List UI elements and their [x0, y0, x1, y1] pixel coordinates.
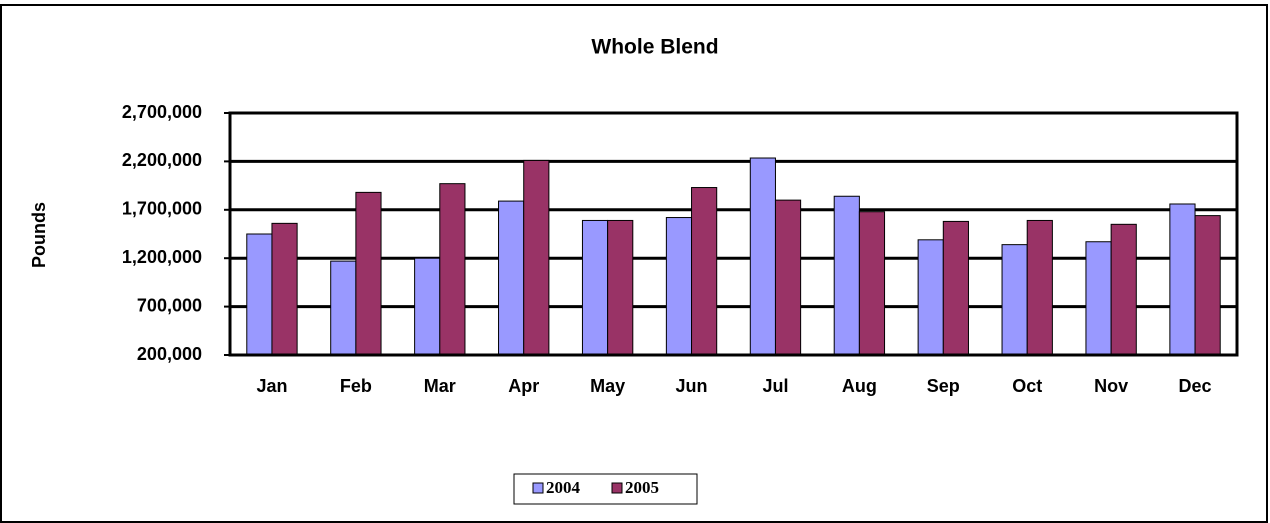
bar: [246, 233, 273, 356]
bar: [1110, 223, 1137, 356]
bar: [665, 217, 693, 356]
y-tick-label: 1,700,000: [122, 199, 202, 219]
bar: [1026, 219, 1053, 356]
legend-swatch: [532, 482, 544, 494]
bar: [749, 157, 776, 356]
bar: [439, 183, 466, 356]
bar: [414, 257, 441, 356]
bar: [774, 199, 802, 356]
bar: [858, 211, 886, 356]
x-tick-label: Mar: [424, 376, 456, 396]
bar: [942, 220, 969, 356]
x-tick-label: Feb: [340, 376, 372, 396]
legend-swatch: [611, 482, 623, 494]
y-tick-label: 700,000: [137, 295, 202, 315]
chart-title: Whole Blend: [591, 36, 718, 59]
y-tick-label: 200,000: [137, 344, 202, 364]
x-tick-label: Jan: [256, 376, 287, 396]
x-tick-label: May: [590, 376, 625, 396]
bar: [917, 239, 944, 356]
bar: [355, 191, 382, 356]
x-tick-label: Aug: [842, 376, 877, 396]
bar: [498, 200, 525, 356]
x-tick-label: Dec: [1179, 376, 1212, 396]
bar: [581, 219, 609, 356]
x-tick-label: Apr: [508, 376, 539, 396]
y-tick-label: 2,700,000: [122, 102, 202, 122]
y-axis-label: Pounds: [29, 202, 49, 268]
bar: [607, 219, 634, 356]
y-tick-label: 1,200,000: [122, 247, 202, 267]
legend-label: 2005: [625, 478, 659, 497]
legend-label: 2004: [546, 478, 581, 497]
x-tick-label: Sep: [927, 376, 960, 396]
bar: [523, 159, 550, 356]
y-tick-label: 2,200,000: [122, 150, 202, 170]
bar: [833, 195, 860, 356]
bar: [271, 222, 298, 356]
bar: [1001, 244, 1028, 356]
bar: [1169, 203, 1196, 356]
x-tick-label: Jul: [762, 376, 788, 396]
bar: [1194, 215, 1221, 356]
legend-box: [513, 473, 698, 505]
bar: [1085, 241, 1112, 356]
bar: [330, 260, 357, 356]
bar: [691, 187, 718, 356]
x-tick-label: Nov: [1094, 376, 1128, 396]
x-tick-label: Oct: [1012, 376, 1042, 396]
x-tick-label: Jun: [676, 376, 708, 396]
plot-border: [228, 111, 1239, 357]
chart-border: [0, 4, 1268, 523]
